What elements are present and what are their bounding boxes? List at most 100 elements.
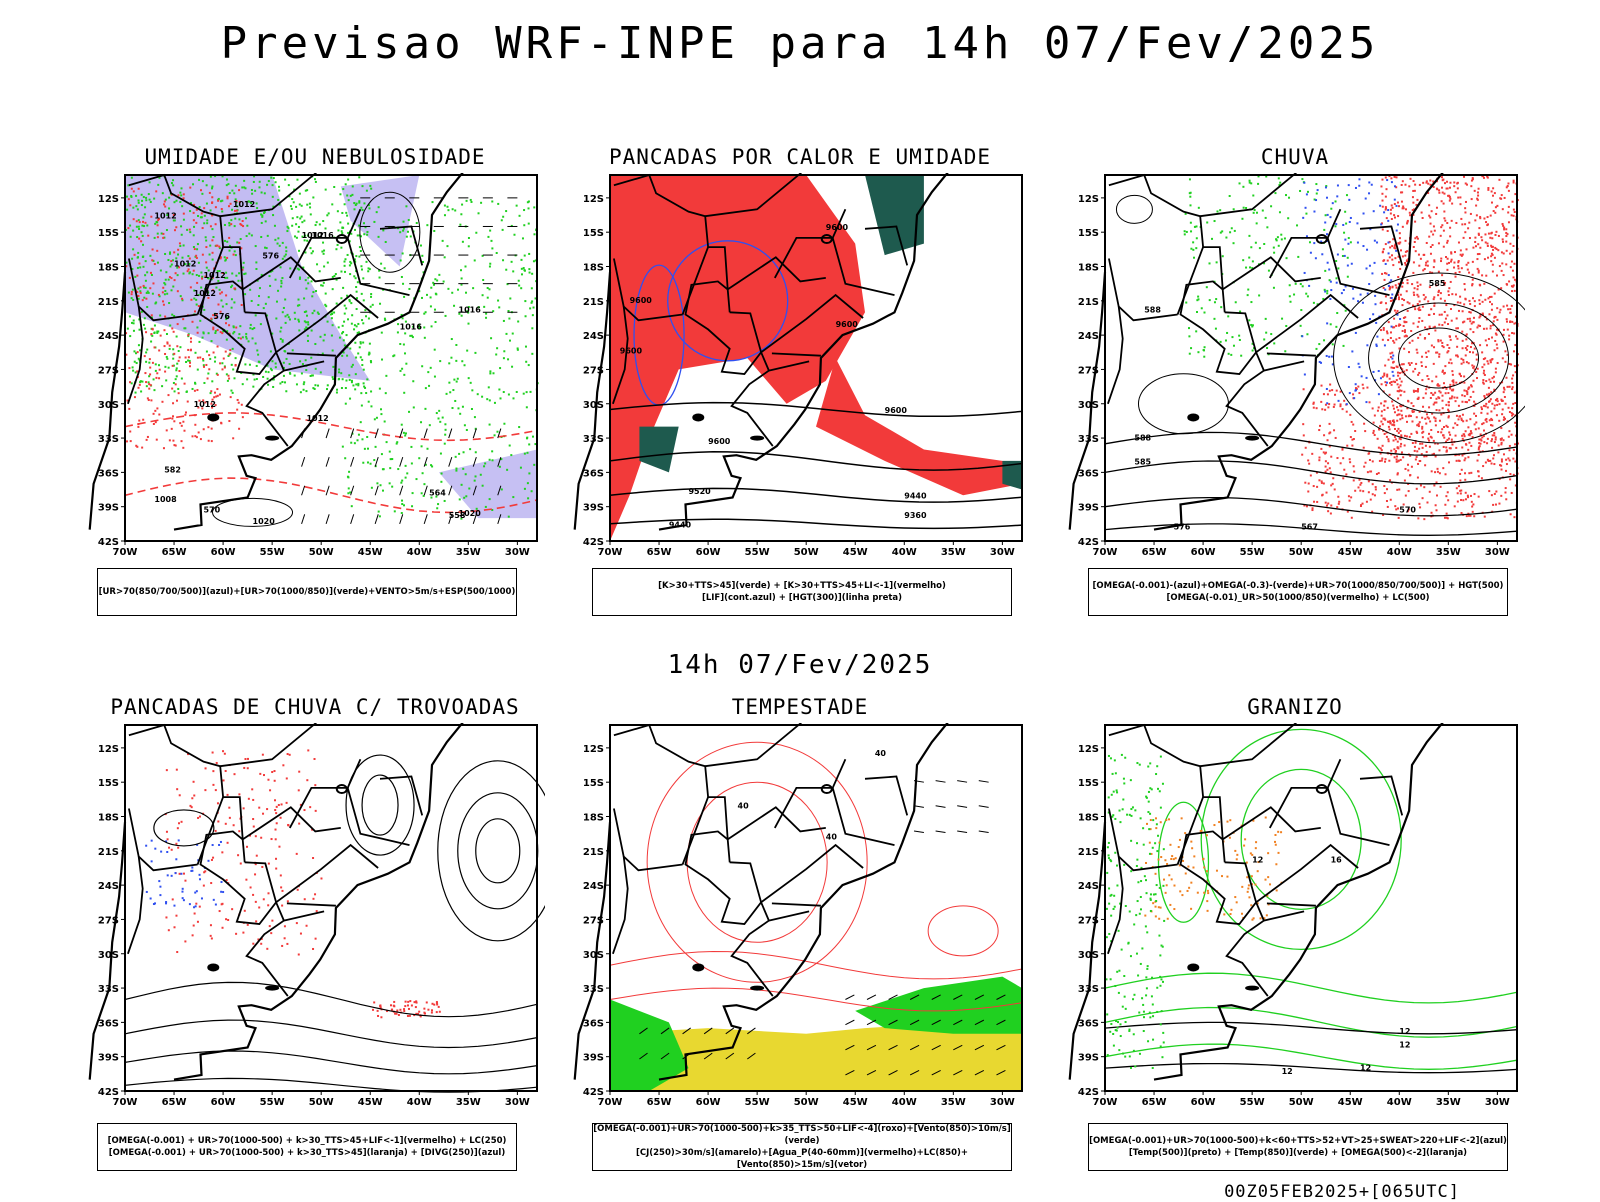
storm-red-dot [377, 1010, 379, 1012]
rain-red-dot [1399, 232, 1401, 234]
rain-red-dot [1479, 284, 1481, 286]
wind-arrow [449, 429, 452, 439]
rain-red-dot [1402, 255, 1404, 257]
humidity-green-dot [214, 332, 216, 334]
rain-green-dot [1334, 225, 1336, 227]
thickness-red-dot [223, 358, 225, 360]
rain-red-dot [1410, 415, 1412, 417]
rain-red-dot [1491, 246, 1493, 248]
humidity-green-dot [249, 327, 251, 329]
rain-red-dot [1477, 368, 1479, 370]
humidity-green-dot [363, 233, 365, 235]
rain-red-dot [1464, 479, 1466, 481]
thickness-red-dot [137, 426, 139, 428]
rain-red-dot [1456, 397, 1458, 399]
humidity-green-dot [144, 274, 146, 276]
thickness-red-dot [182, 318, 184, 320]
rain-red-dot [1404, 184, 1406, 186]
humidity-green-dot [455, 470, 457, 472]
rain-blue-dot [1351, 350, 1353, 352]
rain-green-dot [1263, 338, 1265, 340]
lon-label: 45W [358, 1097, 383, 1108]
omega-orange-dot [1223, 913, 1225, 915]
humidity-green-dot [353, 328, 355, 330]
rain-red-dot [1413, 294, 1415, 296]
humidity-green-dot [181, 378, 183, 380]
humidity-green-dot [532, 314, 534, 316]
storm-red-dot [168, 929, 170, 931]
omega-orange-dot [1187, 866, 1189, 868]
omega-orange-dot [1265, 879, 1267, 881]
humidity-green-dot [423, 326, 425, 328]
rain-red-dot [1514, 365, 1516, 367]
humidity-green-dot [356, 308, 358, 310]
humidity-green-dot [131, 297, 133, 299]
omega-orange-dot [1165, 819, 1167, 821]
storm-red-dot [227, 919, 229, 921]
rain-red-dot [1470, 430, 1472, 432]
rain-red-dot [1330, 484, 1332, 486]
humidity-green-dot [487, 287, 489, 289]
humidity-green-dot [491, 247, 493, 249]
humidity-green-dot [332, 376, 334, 378]
rain-red-dot [1470, 346, 1472, 348]
humidity-green-dot [491, 200, 493, 202]
rain-red-dot [1493, 407, 1495, 409]
rain-red-dot [1482, 379, 1484, 381]
rain-green-dot [1252, 260, 1254, 262]
humidity-green-dot [185, 361, 187, 363]
humidity-green-dot [485, 506, 487, 508]
humidity-green-dot [136, 362, 138, 364]
rain-red-dot [1475, 415, 1477, 417]
storm-red-dot [306, 925, 308, 927]
rain-red-dot [1509, 320, 1511, 322]
rain-red-dot [1329, 423, 1331, 425]
omega-orange-dot [1267, 876, 1269, 878]
rain-red-dot [1400, 249, 1402, 251]
rain-red-dot [1393, 214, 1395, 216]
wind-vector [957, 806, 967, 808]
border-line [833, 788, 895, 845]
rain-red-dot [1394, 217, 1396, 219]
humidity-green-dot [156, 330, 158, 332]
rain-green-dot [1247, 294, 1249, 296]
rain-blue-dot [1330, 281, 1332, 283]
rain-red-dot [1462, 340, 1464, 342]
humidity-green-dot [177, 388, 179, 390]
rain-green-dot [1256, 222, 1258, 224]
rain-red-dot [1424, 298, 1426, 300]
omega-orange-dot [1160, 907, 1162, 909]
humidity-green-dot [322, 285, 324, 287]
thickness-red-dot [152, 282, 154, 284]
humidity-green-dot [508, 310, 510, 312]
rain-red-dot [1487, 413, 1489, 415]
rain-green-dot [1284, 237, 1286, 239]
rain-red-dot [1440, 486, 1442, 488]
rain-red-dot [1512, 245, 1514, 247]
rain-red-dot [1327, 406, 1329, 408]
rain-red-dot [1401, 451, 1403, 453]
humidity-green-dot [344, 258, 346, 260]
storm-red-dot [298, 823, 300, 825]
rain-red-dot [1422, 447, 1424, 449]
humidity-green-dot [474, 352, 476, 354]
thickness-red-dot [183, 193, 185, 195]
rain-red-dot [1448, 431, 1450, 433]
storm-red-dot [255, 901, 257, 903]
omega-orange-dot [1250, 852, 1252, 854]
omega-orange-dot [1167, 918, 1169, 920]
rain-red-dot [1479, 247, 1481, 249]
humidity-green-dot [471, 389, 473, 391]
rain-red-dot [1490, 255, 1492, 257]
rain-red-dot [1399, 384, 1401, 386]
humidity-green-dot [153, 389, 155, 391]
contour-label: 576 [262, 251, 279, 260]
humidity-green-dot [528, 364, 530, 366]
thickness-red-dot [178, 360, 180, 362]
